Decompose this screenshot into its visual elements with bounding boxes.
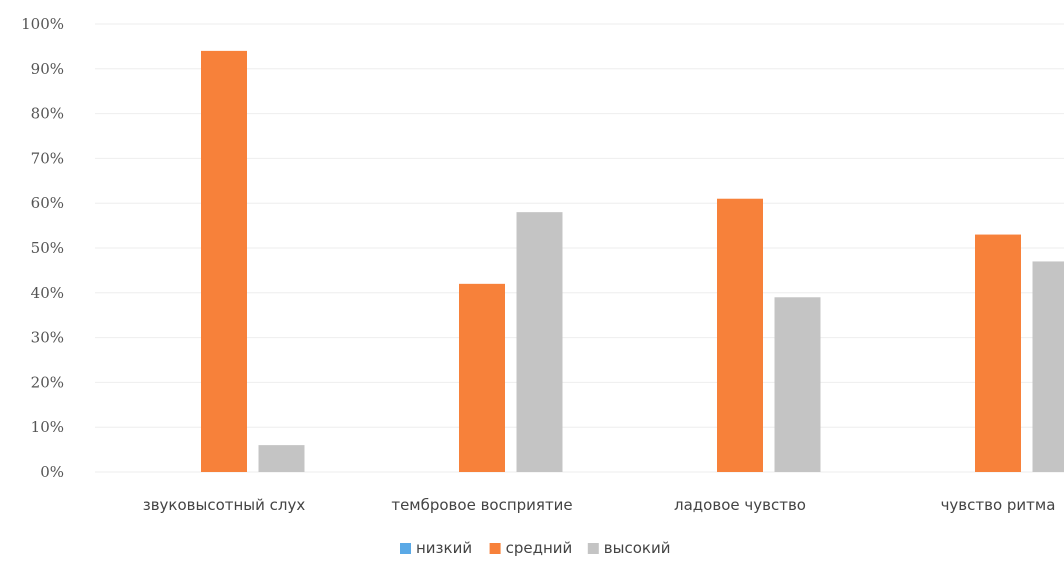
- y-tick-label: 60%: [31, 194, 64, 212]
- y-tick-label: 70%: [31, 149, 64, 167]
- bar: [516, 212, 563, 472]
- y-tick-label: 0%: [40, 463, 64, 481]
- x-tick-label: тембровое восприятие: [391, 496, 572, 514]
- y-tick-label: 50%: [31, 239, 64, 257]
- bar: [258, 445, 305, 472]
- y-tick-label: 100%: [21, 15, 64, 33]
- y-tick-label: 40%: [31, 284, 64, 302]
- y-axis: 0% 10% 20% 30% 40% 50% 60% 70% 80% 90% 100%: [21, 15, 64, 481]
- legend-swatch: [400, 543, 411, 554]
- y-tick-label: 90%: [31, 60, 64, 78]
- x-tick-label: чувство ритма: [941, 496, 1056, 514]
- gridlines: [95, 23, 1064, 473]
- legend-label: средний: [506, 539, 573, 557]
- bar: [975, 234, 1021, 472]
- y-tick-label: 10%: [31, 418, 64, 436]
- legend: низкий средний высокий: [400, 539, 670, 557]
- x-axis: звуковысотный слух тембровое восприятие ла…: [143, 496, 1056, 514]
- bars: [201, 50, 1064, 472]
- x-tick-label: звуковысотный слух: [143, 496, 306, 514]
- bar: [459, 283, 505, 472]
- legend-swatch: [489, 543, 501, 554]
- bar: [717, 198, 763, 472]
- legend-label: высокий: [604, 539, 671, 557]
- y-tick-label: 30%: [31, 329, 64, 347]
- bar: [1032, 261, 1064, 472]
- y-tick-label: 20%: [31, 373, 64, 391]
- bar: [201, 50, 247, 472]
- x-tick-label: ладовое чувство: [674, 496, 806, 514]
- bar: [774, 297, 821, 472]
- y-tick-label: 80%: [31, 105, 64, 123]
- legend-label: низкий: [416, 539, 472, 557]
- legend-swatch: [587, 543, 599, 554]
